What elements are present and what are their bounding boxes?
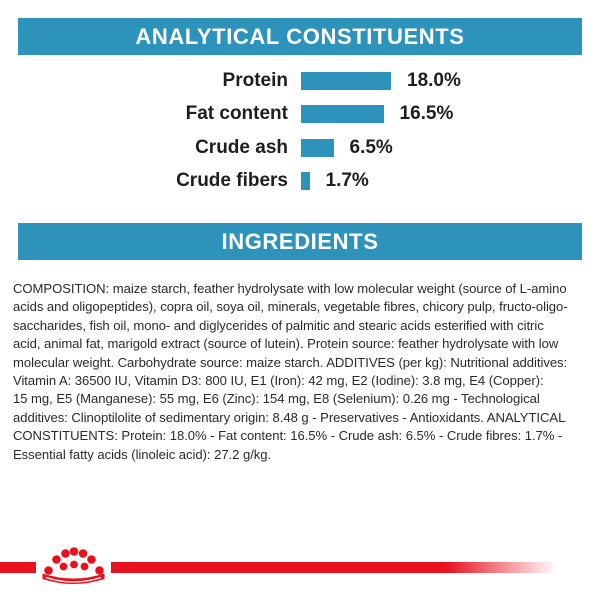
chart-value-fat-content: 16.5%: [399, 103, 454, 124]
chart-row-fat-content: Fat content 16.5%: [0, 103, 600, 124]
chart-row-crude-ash: Crude ash 6.5%: [0, 136, 600, 158]
chart-bar-protein: [301, 71, 391, 90]
composition-line: Essential fatty acids (linoleic acid): 2…: [13, 446, 272, 462]
chart-label-crude-ash: Crude ash: [195, 136, 288, 158]
composition-line: molecular weight. Carbohydrate source: m…: [13, 354, 568, 370]
composition-line: acid, animal fat, marigold extract (sour…: [13, 336, 559, 352]
composition-text: COMPOSITION: maize starch, feather hydro…: [13, 280, 591, 464]
chart-value-crude-ash: 6.5%: [349, 136, 393, 158]
analytical-constituents-chart: Protein 18.0% Fat content 16.5% Crude as…: [0, 69, 600, 205]
chart-bar-crude-ash: [301, 138, 334, 157]
chart-label-protein: Protein: [222, 69, 288, 91]
composition-line: acids and oligopeptides), copra oil, soy…: [13, 299, 568, 315]
composition-line: Vitamin A: 36500 IU, Vitamin D3: 800 IU,…: [13, 373, 544, 389]
ingredients-title: INGREDIENTS: [221, 228, 379, 254]
composition-line: COMPOSITION: maize starch, feather hydro…: [13, 281, 567, 296]
chart-row-crude-fibers: Crude fibers 1.7%: [0, 170, 600, 191]
ingredients-header: INGREDIENTS: [18, 223, 582, 260]
composition-line: 15 mg, E5 (Manganese): 55 mg, E6 (Zinc):…: [13, 391, 540, 407]
chart-label-crude-fibers: Crude fibers: [176, 170, 288, 191]
composition-line: CONSTITUENTS: Protein: 18.0% - Fat conte…: [13, 428, 563, 444]
chart-bar-crude-fibers: [301, 172, 310, 190]
crown-icon: [0, 547, 557, 584]
composition-line: saccharides, fish oil, mono- and diglyce…: [13, 317, 544, 333]
analytical-constituents-title: ANALYTICAL CONSTITUENTS: [135, 23, 465, 49]
chart-row-protein: Protein 18.0%: [0, 69, 600, 91]
chart-label-fat-content: Fat content: [185, 103, 288, 124]
composition-line: additives: Clinoptilolite of sedimentary…: [13, 409, 566, 425]
chart-value-protein: 18.0%: [407, 69, 461, 91]
chart-value-crude-fibers: 1.7%: [325, 170, 369, 191]
chart-bar-fat-content: [301, 105, 384, 123]
analytical-constituents-header: ANALYTICAL CONSTITUENTS: [18, 18, 582, 55]
royal-canin-crown-logo: [0, 547, 557, 584]
